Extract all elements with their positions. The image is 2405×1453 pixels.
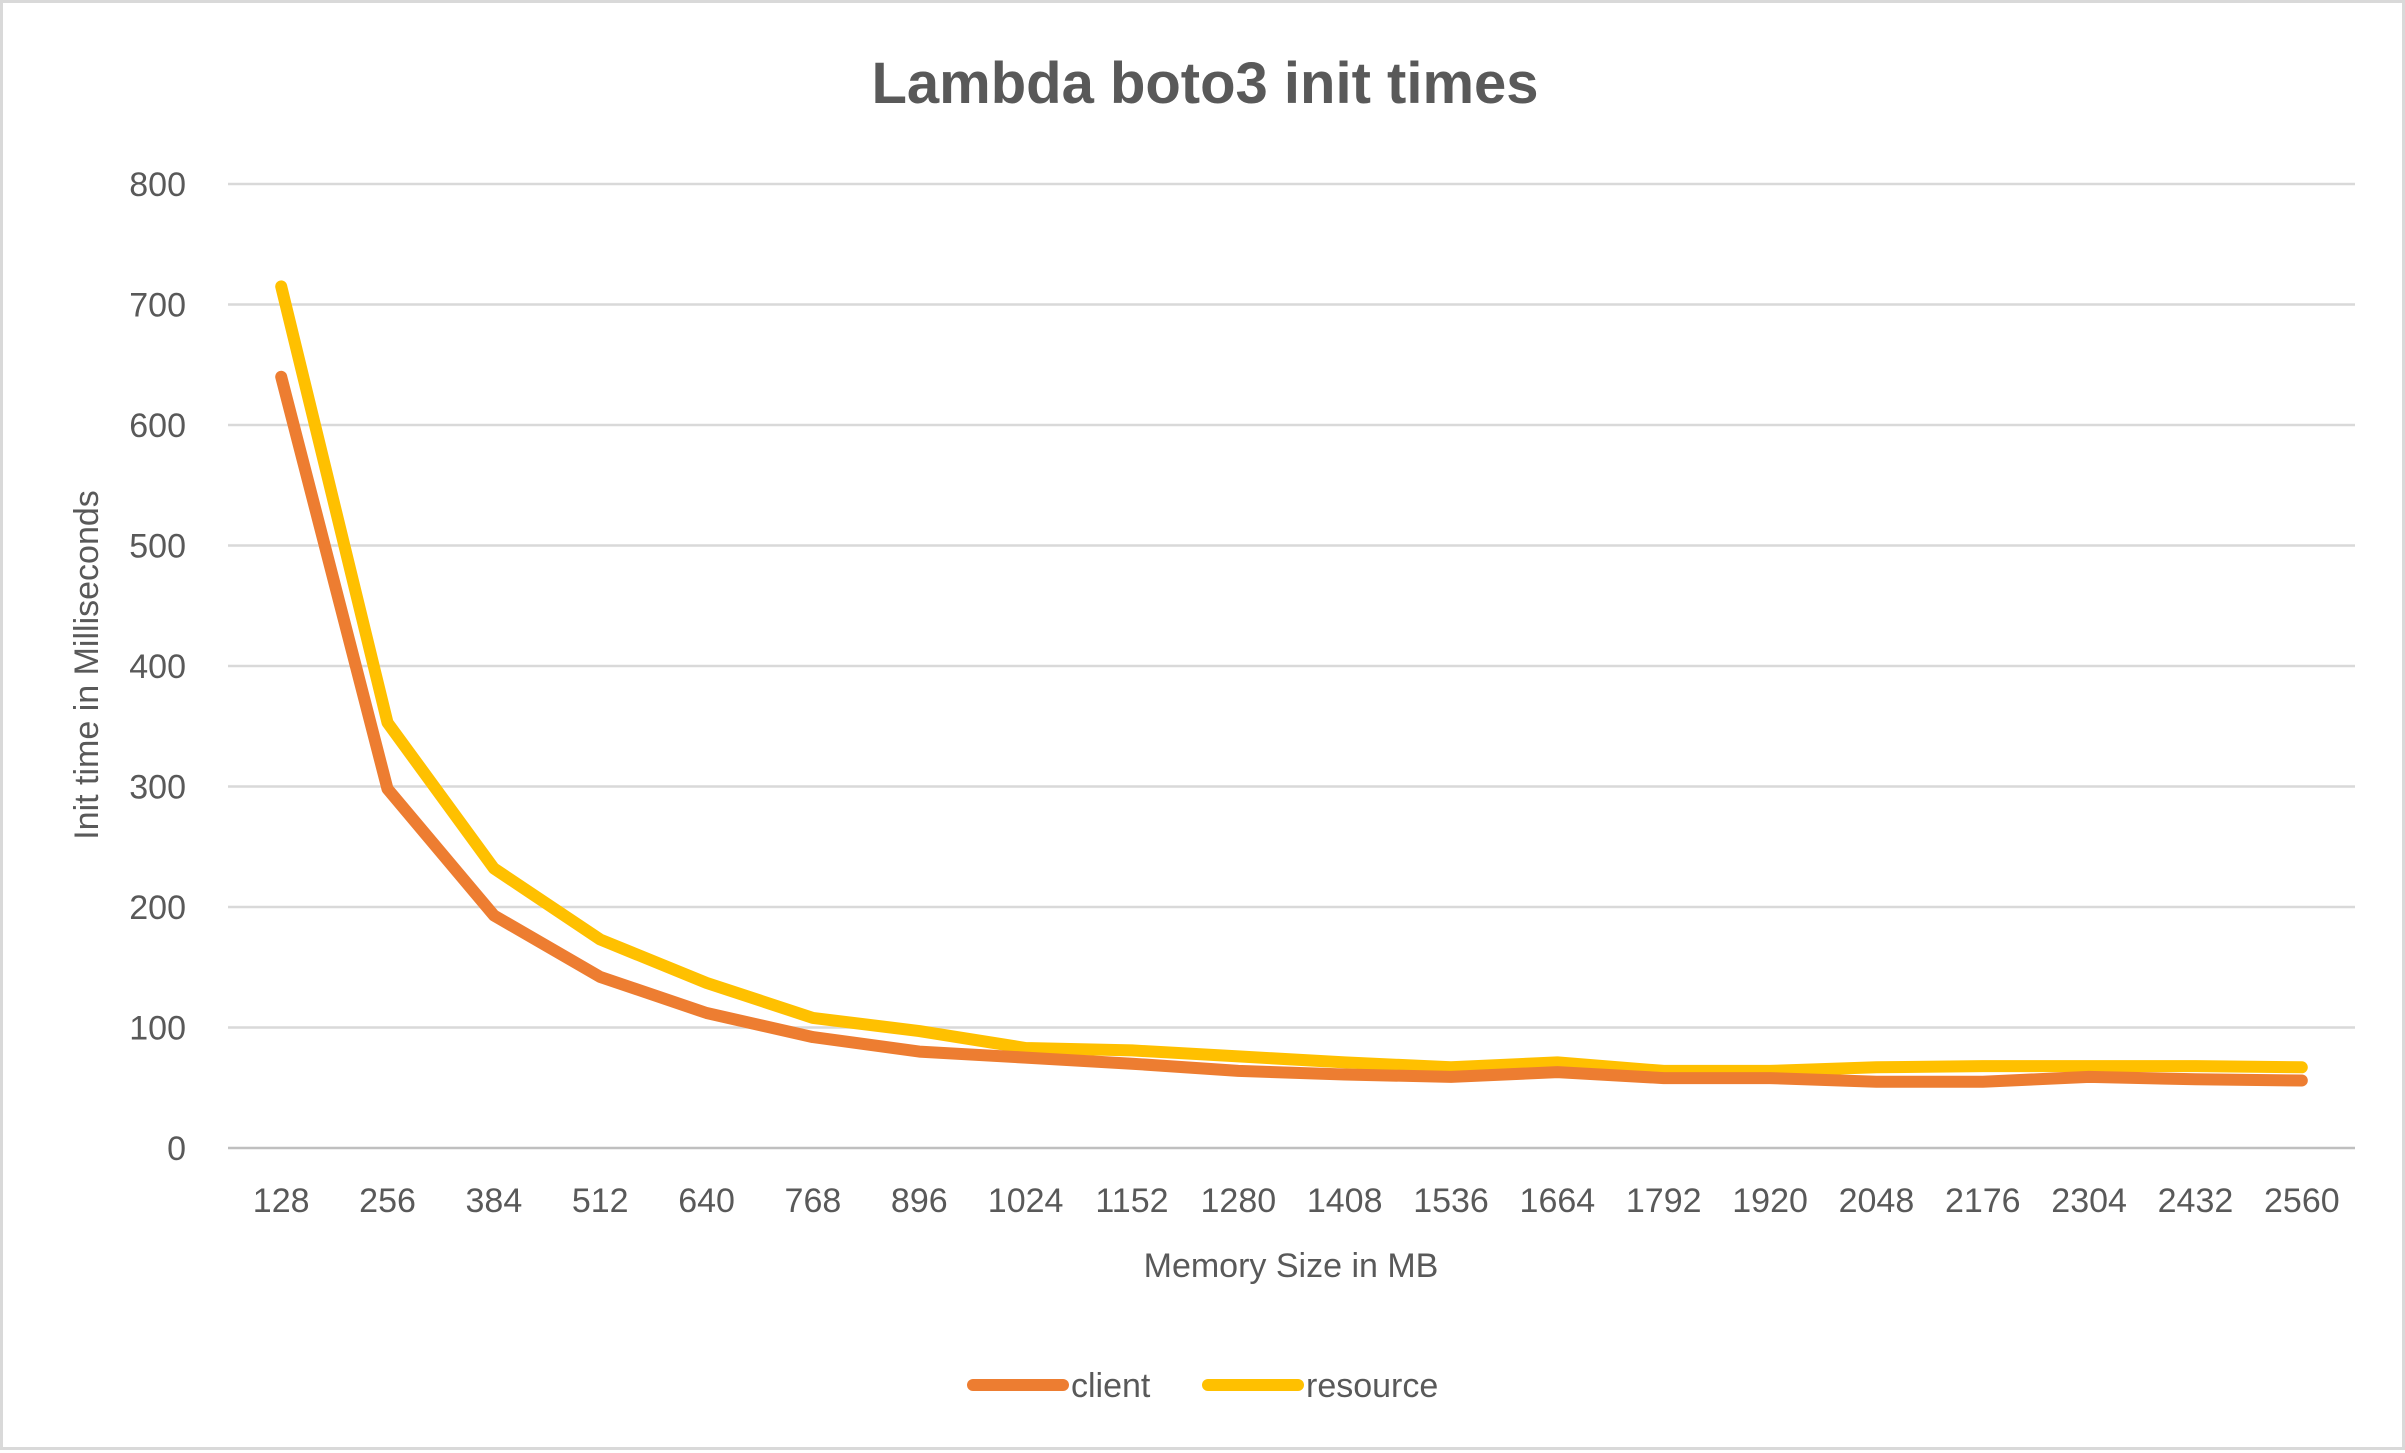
x-tick-label: 640 xyxy=(678,1182,735,1220)
x-tick-label: 384 xyxy=(466,1182,523,1220)
y-tick-label: 200 xyxy=(129,889,186,927)
y-axis-title: Init time in Milliseconds xyxy=(68,490,106,840)
x-tick-label: 1920 xyxy=(1732,1182,1808,1220)
x-tick-label: 128 xyxy=(253,1182,310,1220)
y-tick-label: 500 xyxy=(129,528,186,566)
x-tick-label: 1408 xyxy=(1307,1182,1383,1220)
legend: client resource xyxy=(973,1367,1438,1405)
y-tick-label: 400 xyxy=(129,648,186,686)
y-tick-label: 300 xyxy=(129,769,186,807)
series-line-resource xyxy=(281,286,2302,1071)
x-axis-ticks: 128 256 384 512 640 768 896 1024 1152 1280 1408 153… xyxy=(253,1182,2340,1220)
x-tick-label: 2304 xyxy=(2051,1182,2127,1220)
chart-title: Lambda boto3 init times xyxy=(871,51,1538,116)
x-tick-label: 1152 xyxy=(1095,1182,1168,1220)
x-tick-label: 896 xyxy=(891,1182,948,1220)
x-tick-label: 2560 xyxy=(2264,1182,2340,1220)
gridlines xyxy=(228,184,2355,1148)
x-tick-label: 1792 xyxy=(1626,1182,1702,1220)
x-tick-label: 1664 xyxy=(1520,1182,1596,1220)
y-tick-label: 700 xyxy=(129,287,186,325)
x-tick-label: 2176 xyxy=(1945,1182,2021,1220)
x-tick-label: 768 xyxy=(785,1182,842,1220)
y-tick-label: 0 xyxy=(167,1130,186,1168)
x-tick-label: 256 xyxy=(359,1182,416,1220)
series-lines xyxy=(281,286,2302,1082)
x-tick-label: 1024 xyxy=(988,1182,1064,1220)
y-axis-ticks: 0 100 200 300 400 500 600 700 800 xyxy=(129,166,186,1168)
series-line-client xyxy=(281,377,2302,1082)
line-chart: Lambda boto3 init times 0 100 200 300 400 500… xyxy=(3,3,2405,1453)
legend-label-client: client xyxy=(1071,1367,1151,1405)
legend-label-resource: resource xyxy=(1306,1367,1438,1405)
x-tick-label: 512 xyxy=(572,1182,629,1220)
y-tick-label: 100 xyxy=(129,1010,186,1048)
x-axis-title: Memory Size in MB xyxy=(1144,1247,1439,1285)
x-tick-label: 1536 xyxy=(1413,1182,1489,1220)
x-tick-label: 2048 xyxy=(1839,1182,1915,1220)
y-tick-label: 800 xyxy=(129,166,186,204)
y-tick-label: 600 xyxy=(129,407,186,445)
x-tick-label: 2432 xyxy=(2158,1182,2234,1220)
x-tick-label: 1280 xyxy=(1201,1182,1277,1220)
